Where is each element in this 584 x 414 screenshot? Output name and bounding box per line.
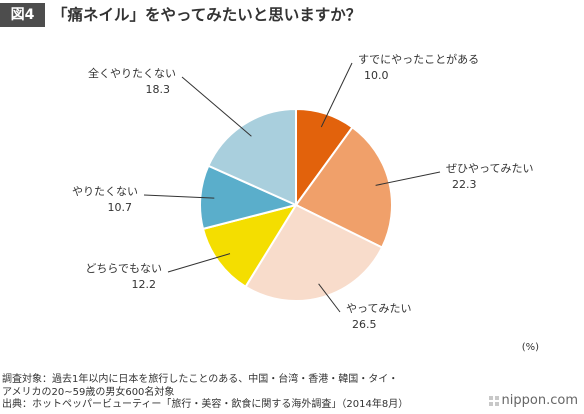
source-notes: 調査対象：過去1年以内に日本を旅行したことのある、中国・台湾・香港・韓国・タイ・… [2, 374, 408, 412]
source-line: 出典：ホットペッパービューティー「旅行・美容・飲食に関する海外調査」（2014年… [2, 399, 409, 410]
slice-label: どちらでもない [85, 262, 162, 275]
slice-label: やりたくない [72, 185, 138, 198]
slice-value-label: 12.2 [132, 278, 157, 291]
pie-slice [294, 125, 393, 249]
slice-value-label: 18.3 [146, 83, 171, 96]
pie-slice [207, 107, 297, 207]
leader-line [181, 76, 252, 137]
slice-label: すでにやったことがある [358, 52, 479, 66]
survey-target-line-1: 調査対象：過去1年以内に日本を旅行したことのある、中国・台湾・香港・韓国・タイ・ [2, 374, 399, 385]
leader-lines [143, 62, 441, 313]
slice-label: ぜひやってみたい [446, 162, 533, 175]
slice-label: 全くやりたくない [88, 66, 176, 80]
pie-chart: すでにやったことがある 10.0 ぜひやってみたい 22.3 やってみたい 26.5 どちら… [72, 52, 533, 330]
leader-line [167, 253, 231, 273]
slice-value-label: 10.7 [108, 201, 133, 214]
leader-line [318, 283, 341, 313]
pie-slice [201, 203, 299, 289]
slice-value-label: 10.0 [364, 69, 389, 82]
unit-label: (%) [521, 342, 539, 353]
pie-slice [244, 203, 384, 302]
figure-header: 図4 「痛ネイル」をやってみたいと思いますか？ [0, 0, 584, 30]
brand-mark-icon [488, 395, 499, 406]
leader-line [143, 194, 215, 199]
chart-title: 「痛ネイル」をやってみたいと思いますか？ [52, 6, 362, 24]
slice-value-label: 26.5 [352, 318, 377, 330]
slice-label: やってみたい [346, 302, 411, 315]
leader-line [320, 62, 353, 128]
survey-target-line-2: アメリカの20~59歳の男女600名対象 [2, 386, 175, 398]
slice-value-label: 22.3 [452, 178, 477, 191]
pie-slices [199, 107, 393, 302]
slice-labels: すでにやったことがある 10.0 ぜひやってみたい 22.3 やってみたい 26.5 どちら… [72, 52, 533, 330]
figure-number-badge: 図4 [0, 3, 45, 27]
brand-name: nippon.com [501, 393, 578, 408]
brand-logo: nippon.com [488, 393, 578, 408]
leader-line [375, 171, 441, 186]
